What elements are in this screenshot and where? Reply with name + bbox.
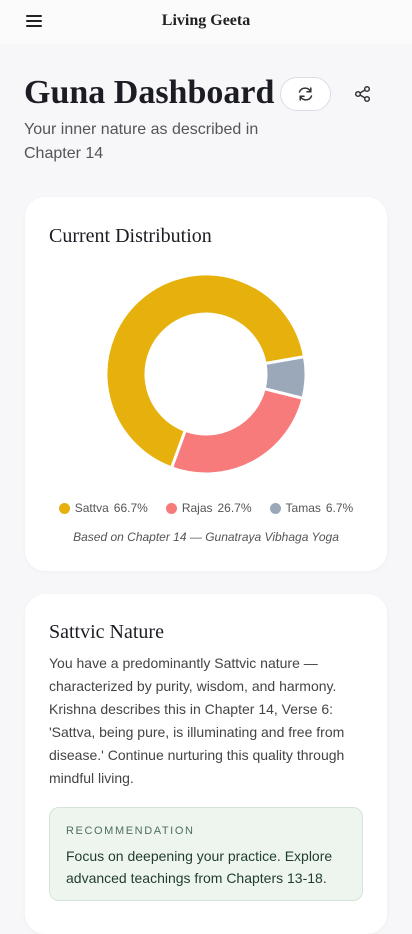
recommendation-label: RECOMMENDATION [66, 825, 195, 837]
donut-slice [262, 354, 308, 401]
recommendation-box: RECOMMENDATION Focus on deepening your p… [49, 807, 363, 901]
refresh-button[interactable] [280, 77, 331, 111]
top-bar: Living Geeta [0, 0, 412, 44]
legend-item: Rajas 26.7% [165, 501, 252, 515]
distribution-card: Current Distribution Sattva 66.7% Rajas 26.… [25, 197, 387, 571]
app: Living Geeta Guna Dashboard Your inner n… [0, 0, 412, 901]
legend-label: Sattva [74, 501, 109, 515]
donut-slice [104, 272, 307, 470]
legend: Sattva 66.7% Rajas 26.7% Tamas 6.7% [25, 501, 387, 515]
legend-value: 66.7% [113, 501, 148, 515]
nature-card: Sattvic Nature You have a predominantly … [25, 594, 387, 934]
legend-swatch [58, 502, 70, 514]
legend-swatch [165, 502, 177, 514]
chart-note: Based on Chapter 14 — Gunatraya Vibhaga … [73, 530, 339, 544]
legend-value: 6.7% [325, 501, 354, 515]
share-button[interactable] [354, 85, 372, 103]
legend-label: Rajas [181, 501, 213, 515]
page: Living Geeta {"header": {"title": "Livin… [0, 0, 412, 901]
donut-slice [169, 386, 305, 476]
legend-swatch [269, 502, 281, 514]
menu-button[interactable] [26, 14, 42, 28]
page-subtitle: Your inner nature as described in Chapte… [24, 121, 259, 162]
legend-item: Sattva 66.7% [58, 501, 148, 515]
legend-item: Tamas 6.7% [269, 501, 354, 515]
card-title: Current Distribution [49, 225, 212, 247]
legend-label: Tamas [285, 501, 321, 515]
donut-chart [104, 272, 308, 476]
app-title: Living Geeta [161, 12, 251, 29]
recommendation-text: Focus on deepening your practice. Explor… [66, 848, 333, 886]
nature-body: You have a predominantly Sattvic nature … [49, 655, 345, 786]
legend-value: 26.7% [217, 501, 252, 515]
card-title: Sattvic Nature [49, 621, 164, 643]
page-title: Guna Dashboard [24, 74, 275, 111]
